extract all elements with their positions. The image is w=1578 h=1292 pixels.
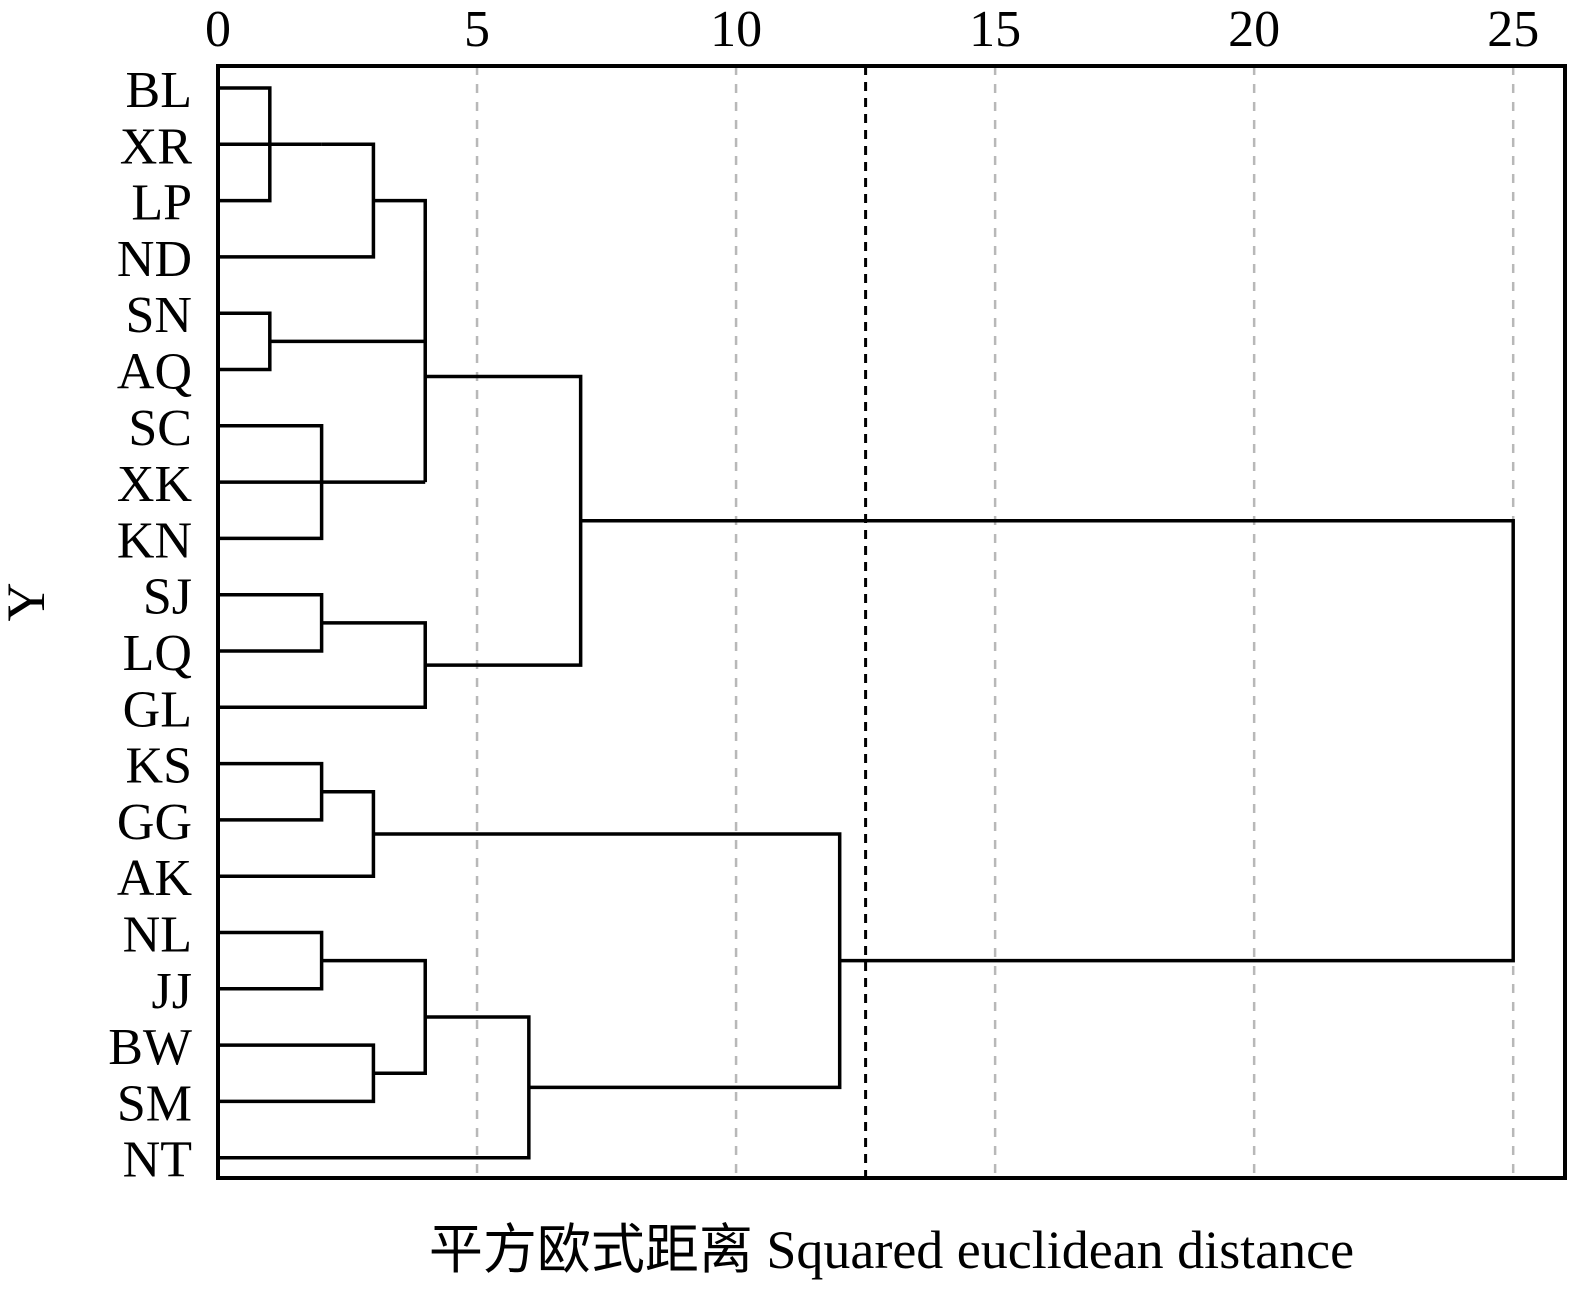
x-tick-labels: 0 5 10 15 20 25 xyxy=(205,1,1539,58)
dendrogram-link xyxy=(218,761,324,822)
leaf-label: NT xyxy=(123,1132,192,1189)
dendrogram-link xyxy=(580,519,1515,963)
x-axis-title: 平方欧式距离 Squared euclidean distance xyxy=(429,1220,1354,1280)
x-tick-label: 5 xyxy=(464,1,490,58)
grid-lines xyxy=(475,66,1515,1178)
leaf-label: SC xyxy=(128,400,192,457)
x-tick-label: 0 xyxy=(205,1,231,58)
leaf-label: NL xyxy=(123,907,192,964)
dendrogram-link xyxy=(218,930,324,991)
leaf-label: KS xyxy=(126,738,192,795)
dendrogram-link xyxy=(425,374,583,667)
dendrogram-link xyxy=(373,832,842,1090)
leaf-label: SJ xyxy=(143,569,192,626)
x-tick-label: 20 xyxy=(1228,1,1280,58)
dendrogram-link xyxy=(218,1015,531,1160)
leaf-label: SN xyxy=(126,287,192,344)
leaf-label: KN xyxy=(117,512,192,569)
dendrogram-link xyxy=(269,198,427,344)
leaf-label: AQ xyxy=(117,344,192,401)
leaf-label: ND xyxy=(117,231,192,288)
leaf-label: JJ xyxy=(152,963,192,1020)
plot-frame xyxy=(216,64,1567,1180)
x-tick-label: 10 xyxy=(710,1,762,58)
dendrogram-link xyxy=(218,311,272,372)
x-tick-label: 25 xyxy=(1487,1,1539,58)
y-axis-title: Y xyxy=(0,583,56,622)
dendrogram-tree xyxy=(218,86,1515,1160)
dendrogram-link xyxy=(218,142,376,259)
x-tick-label: 15 xyxy=(969,1,1021,58)
dendrogram-link xyxy=(218,592,324,653)
leaf-label: GL xyxy=(123,681,192,738)
leaf-label: XR xyxy=(120,118,193,175)
leaf-label: BW xyxy=(108,1019,192,1076)
leaf-label: XK xyxy=(117,456,193,513)
leaf-label: LQ xyxy=(123,625,192,682)
dendrogram-link xyxy=(218,1043,376,1104)
leaf-label: AK xyxy=(117,850,193,907)
leaf-label: SM xyxy=(117,1075,192,1132)
dendrogram-link xyxy=(218,790,376,878)
leaf-label: BL xyxy=(126,62,192,119)
leaf-label: GG xyxy=(117,794,192,851)
leaf-label: LP xyxy=(131,175,192,232)
